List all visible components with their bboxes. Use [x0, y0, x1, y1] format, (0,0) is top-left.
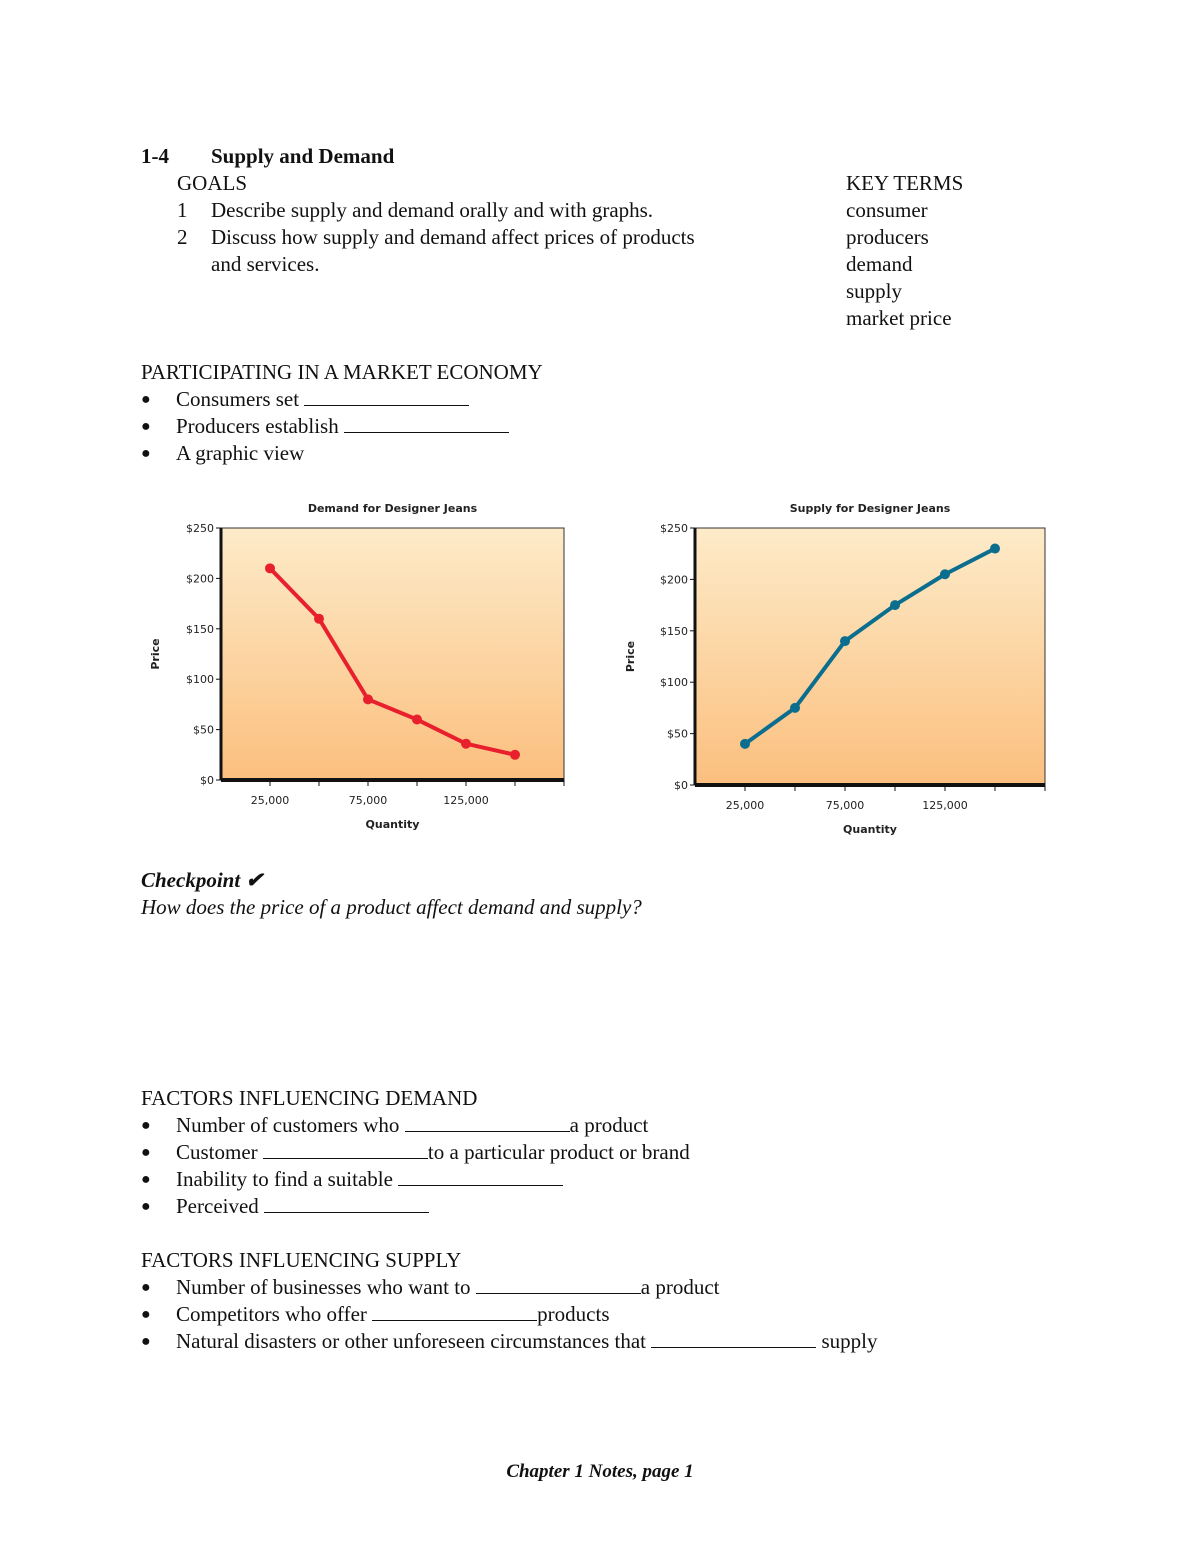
series-line	[743, 546, 996, 746]
data-point	[840, 636, 850, 647]
y-tick-label: $250	[186, 522, 214, 535]
key-term: market price	[846, 306, 952, 330]
fill-in-blank[interactable]	[264, 1194, 430, 1213]
x-tick-label: 25,000	[726, 799, 765, 812]
list-item: A graphic view	[176, 441, 305, 465]
data-point	[790, 702, 800, 713]
data-point	[265, 563, 275, 574]
fill-in-blank[interactable]	[372, 1302, 538, 1321]
section-title: Supply and Demand	[211, 144, 395, 168]
key-terms-heading: KEY TERMS	[846, 171, 964, 195]
supply-chart: Supply for Designer Jeans Quantity Price $0…	[624, 502, 1046, 836]
page-footer: Chapter 1 Notes, page 1	[506, 1461, 694, 1482]
bullet: ●	[141, 1198, 151, 1215]
list-item: Perceived	[176, 1193, 430, 1220]
fill-in-blank[interactable]	[475, 1275, 641, 1294]
y-tick-label: $100	[660, 676, 688, 689]
fill-in-blank[interactable]	[304, 387, 470, 406]
key-term: supply	[846, 279, 903, 303]
chart-title: Demand for Designer Jeans	[308, 502, 478, 515]
participating-heading: PARTICIPATING IN A MARKET ECONOMY	[141, 360, 543, 384]
checkpoint-question: How does the price of a product affect d…	[141, 895, 642, 919]
data-point	[940, 569, 950, 580]
bullet: ●	[141, 1333, 151, 1350]
y-tick-label: $200	[186, 572, 214, 585]
checkpoint-label: Checkpoint ✔	[141, 868, 264, 892]
key-term: producers	[846, 225, 929, 249]
goals-heading: GOALS	[177, 171, 248, 195]
chart-title: Supply for Designer Jeans	[790, 502, 951, 515]
y-tick-label: $150	[186, 623, 214, 636]
goal-number: 2	[177, 225, 188, 249]
y-tick-label: $200	[660, 573, 688, 586]
data-point	[461, 738, 471, 749]
bullet: ●	[141, 1279, 151, 1296]
list-item: Producers establish	[176, 413, 509, 440]
demand-factors-heading: FACTORS INFLUENCING DEMAND	[141, 1086, 478, 1110]
demand-chart: Demand for Designer Jeans Quantity Price $0…	[149, 502, 565, 831]
data-point	[314, 613, 324, 624]
checkmark-icon: ✔	[245, 868, 264, 892]
fill-in-blank[interactable]	[343, 414, 509, 433]
bullet: ●	[141, 1144, 151, 1161]
y-tick-label: $150	[660, 625, 688, 638]
data-point	[890, 600, 900, 611]
x-tick-label: 75,000	[826, 799, 865, 812]
data-point	[363, 694, 373, 705]
y-tick-label: $0	[674, 779, 688, 792]
plot-area	[220, 527, 565, 781]
goal-number: 1	[177, 198, 188, 222]
y-tick-label: $50	[193, 724, 214, 737]
bullet: ●	[141, 391, 151, 408]
x-axis-label: Quantity	[843, 823, 897, 836]
x-tick-label: 25,000	[251, 794, 290, 807]
list-item: Consumers set	[176, 386, 470, 413]
goal-text-continued: and services.	[211, 252, 320, 276]
y-tick-label: $50	[667, 728, 688, 741]
key-term: consumer	[846, 198, 928, 222]
bullet: ●	[141, 445, 151, 462]
list-item: Competitors who offer products	[176, 1302, 610, 1326]
y-tick-label: $100	[186, 673, 214, 686]
goal-text: Describe supply and demand orally and wi…	[211, 198, 654, 222]
data-point	[990, 543, 1000, 554]
goal-text: Discuss how supply and demand affect pri…	[211, 225, 695, 249]
list-item: Number of customers who a product	[176, 1113, 649, 1137]
key-term: demand	[846, 252, 913, 276]
bullet: ●	[141, 1117, 151, 1134]
bullet: ●	[141, 1171, 151, 1188]
series-line	[268, 566, 516, 757]
data-point	[412, 714, 422, 725]
bullet: ●	[141, 418, 151, 435]
list-item: Number of businesses who want to a produ…	[176, 1275, 720, 1299]
x-tick-label: 75,000	[349, 794, 388, 807]
bullet: ●	[141, 1306, 151, 1323]
list-item: Natural disasters or other unforeseen ci…	[176, 1329, 878, 1353]
supply-factors-heading: FACTORS INFLUENCING SUPPLY	[141, 1248, 462, 1272]
y-axis-label: Price	[149, 638, 162, 669]
x-tick-label: 125,000	[922, 799, 968, 812]
y-tick-label: $250	[660, 522, 688, 535]
fill-in-blank[interactable]	[262, 1140, 428, 1159]
fill-in-blank[interactable]	[651, 1329, 817, 1348]
y-axis-label: Price	[624, 641, 637, 672]
x-axis-label: Quantity	[366, 818, 420, 831]
fill-in-blank[interactable]	[398, 1167, 564, 1186]
x-tick-label: 125,000	[443, 794, 489, 807]
section-number: 1-4	[141, 144, 169, 168]
y-tick-label: $0	[200, 774, 214, 787]
list-item: Inability to find a suitable	[176, 1166, 564, 1193]
data-point	[510, 749, 520, 760]
data-point	[740, 738, 750, 749]
list-item: Customer to a particular product or bran…	[176, 1140, 690, 1164]
fill-in-blank[interactable]	[404, 1113, 570, 1132]
